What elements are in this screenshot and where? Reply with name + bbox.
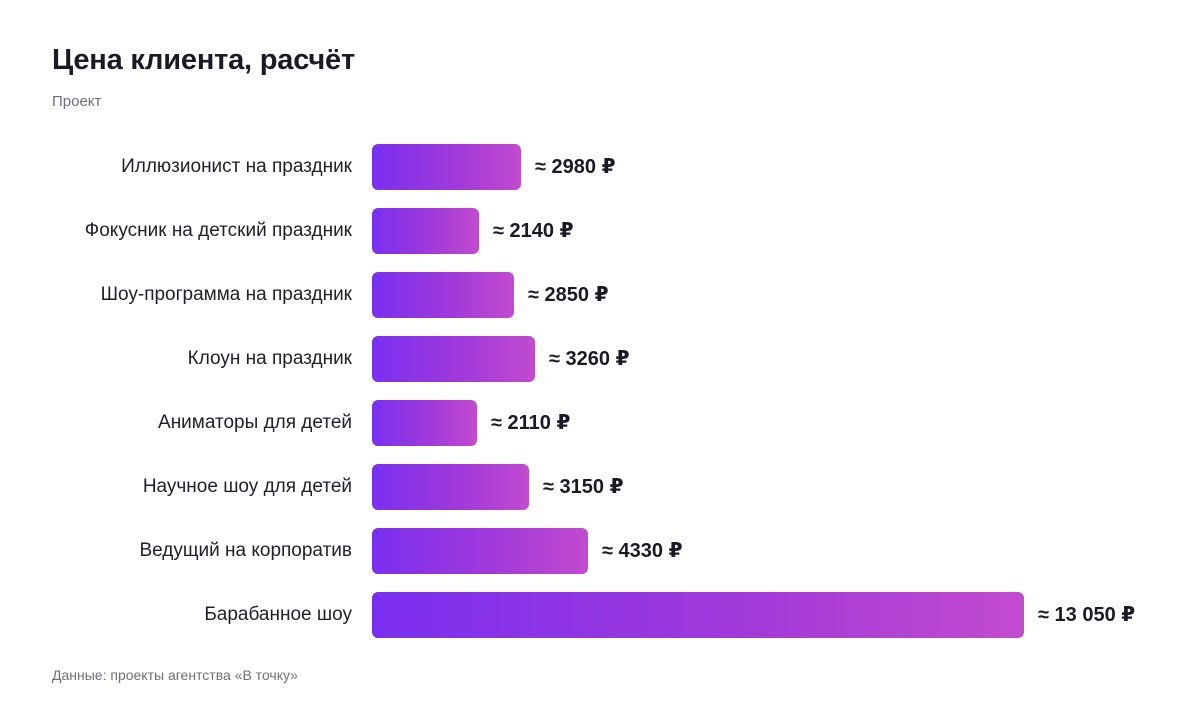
category-label: Клоун на праздник bbox=[187, 348, 352, 369]
bar bbox=[372, 208, 479, 254]
value-label: ≈ 4330 ₽ bbox=[602, 540, 683, 562]
bar bbox=[372, 144, 521, 190]
category-label: Фокусник на детский праздник bbox=[84, 220, 352, 241]
value-label: ≈ 3150 ₽ bbox=[543, 476, 624, 498]
bar bbox=[372, 464, 529, 510]
bar-row: Барабанное шоу ≈ 13 050 ₽ bbox=[0, 592, 1200, 638]
bar bbox=[372, 528, 588, 574]
bar-row: Шоу-программа на праздник ≈ 2850 ₽ bbox=[0, 272, 1200, 318]
category-label: Аниматоры для детей bbox=[158, 412, 352, 433]
bar bbox=[372, 336, 535, 382]
category-label: Ведущий на корпоратив bbox=[139, 540, 352, 561]
value-label: ≈ 3260 ₽ bbox=[549, 348, 630, 370]
category-label: Шоу-программа на праздник bbox=[100, 284, 352, 305]
bar bbox=[372, 592, 1024, 638]
category-label: Научное шоу для детей bbox=[142, 476, 352, 497]
value-label: ≈ 2110 ₽ bbox=[491, 412, 571, 434]
bar-row: Ведущий на корпоратив ≈ 4330 ₽ bbox=[0, 528, 1200, 574]
bar-row: Иллюзионист на праздник ≈ 2980 ₽ bbox=[0, 144, 1200, 190]
bar-row: Научное шоу для детей ≈ 3150 ₽ bbox=[0, 464, 1200, 510]
chart-subtitle: Проект bbox=[52, 93, 102, 110]
category-label: Иллюзионист на праздник bbox=[121, 156, 352, 177]
bar-row: Аниматоры для детей ≈ 2110 ₽ bbox=[0, 400, 1200, 446]
value-label: ≈ 2980 ₽ bbox=[535, 156, 616, 178]
value-label: ≈ 2140 ₽ bbox=[493, 220, 574, 242]
bar bbox=[372, 400, 477, 446]
bar bbox=[372, 272, 514, 318]
chart-title: Цена клиента, расчёт bbox=[52, 44, 355, 76]
value-label: ≈ 2850 ₽ bbox=[528, 284, 609, 306]
category-label: Барабанное шоу bbox=[204, 604, 352, 625]
bar-row: Клоун на праздник ≈ 3260 ₽ bbox=[0, 336, 1200, 382]
data-source-note: Данные: проекты агентства «В точку» bbox=[52, 667, 298, 683]
bar-row: Фокусник на детский праздник ≈ 2140 ₽ bbox=[0, 208, 1200, 254]
value-label: ≈ 13 050 ₽ bbox=[1038, 604, 1136, 626]
